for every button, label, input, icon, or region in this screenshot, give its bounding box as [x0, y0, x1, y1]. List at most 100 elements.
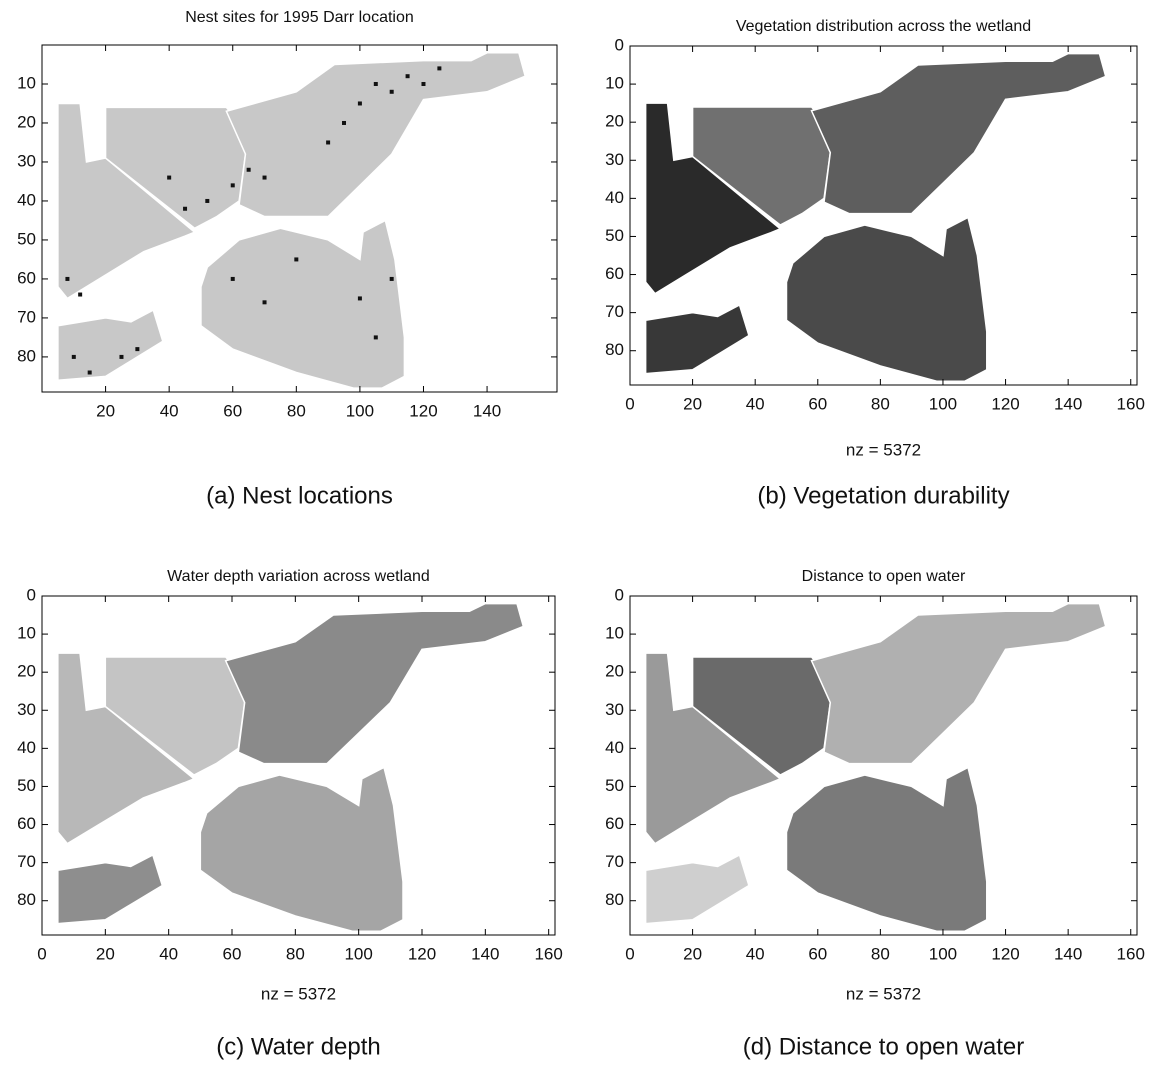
x-tick-label: 0 [625, 944, 634, 963]
y-tick-label: 30 [605, 150, 624, 169]
x-tick-label: 60 [808, 944, 827, 963]
y-tick-label: 10 [605, 624, 624, 643]
x-tick-label: 140 [1054, 394, 1082, 413]
x-tick-label: 20 [683, 944, 702, 963]
nest-site [263, 300, 267, 304]
chart-title: Distance to open water [802, 568, 966, 585]
y-tick-label: 30 [17, 700, 36, 719]
chart-title: Vegetation distribution across the wetla… [736, 18, 1031, 35]
y-tick-label: 50 [17, 229, 36, 248]
x-tick-label: 120 [991, 944, 1019, 963]
nest-site [72, 355, 76, 359]
y-tick-label: 20 [605, 662, 624, 681]
x-axis-label: nz = 5372 [846, 984, 921, 1003]
y-tick-label: 40 [17, 738, 36, 757]
y-tick-label: 0 [615, 585, 624, 604]
x-tick-label: 60 [808, 394, 827, 413]
y-tick-label: 30 [17, 151, 36, 170]
x-tick-label: 40 [746, 944, 765, 963]
chart-title: Water depth variation across wetland [167, 568, 430, 585]
x-tick-label: 0 [625, 394, 634, 413]
y-tick-label: 50 [605, 226, 624, 245]
x-tick-label: 40 [159, 944, 178, 963]
nest-site [205, 199, 209, 203]
nest-site [326, 140, 330, 144]
nest-site [231, 183, 235, 187]
nest-site [231, 277, 235, 281]
x-tick-label: 80 [287, 401, 306, 420]
y-tick-label: 0 [27, 585, 36, 604]
y-tick-label: 60 [605, 264, 624, 283]
nest-site [263, 176, 267, 180]
nest-site [135, 347, 139, 351]
chart-title: Nest sites for 1995 Darr location [185, 9, 414, 26]
y-tick-label: 80 [17, 346, 36, 365]
nest-site [390, 277, 394, 281]
nest-site [358, 296, 362, 300]
y-tick-label: 30 [605, 700, 624, 719]
x-tick-label: 100 [346, 401, 374, 420]
nest-site [406, 74, 410, 78]
caption: (a) Nest locations [206, 482, 393, 509]
x-tick-label: 160 [534, 944, 562, 963]
y-tick-label: 80 [17, 890, 36, 909]
x-tick-label: 80 [286, 944, 305, 963]
nest-site [88, 371, 92, 375]
y-tick-label: 40 [605, 738, 624, 757]
nest-site [78, 293, 82, 297]
nest-site [119, 355, 123, 359]
x-tick-label: 40 [160, 401, 179, 420]
y-tick-label: 70 [605, 302, 624, 321]
x-tick-label: 120 [991, 394, 1019, 413]
nest-site [65, 277, 69, 281]
x-axis-label: nz = 5372 [261, 984, 336, 1003]
y-tick-label: 0 [615, 35, 624, 54]
x-tick-label: 60 [223, 944, 242, 963]
y-tick-label: 20 [605, 112, 624, 131]
caption: (d) Distance to open water [743, 1033, 1024, 1060]
nest-site [374, 335, 378, 339]
nest-site [167, 176, 171, 180]
y-tick-label: 40 [605, 188, 624, 207]
nest-site [342, 121, 346, 125]
y-tick-label: 50 [605, 776, 624, 795]
y-tick-label: 80 [605, 890, 624, 909]
x-tick-label: 100 [344, 944, 372, 963]
x-tick-label: 80 [871, 944, 890, 963]
y-tick-label: 20 [17, 112, 36, 131]
y-tick-label: 10 [17, 73, 36, 92]
nest-site [374, 82, 378, 86]
x-tick-label: 20 [96, 944, 115, 963]
nest-site [247, 168, 251, 172]
x-tick-label: 100 [929, 394, 957, 413]
caption: (c) Water depth [216, 1033, 381, 1060]
x-tick-label: 40 [746, 394, 765, 413]
y-tick-label: 50 [17, 776, 36, 795]
nest-site [390, 90, 394, 94]
y-tick-label: 60 [17, 814, 36, 833]
x-tick-label: 60 [223, 401, 242, 420]
x-tick-label: 140 [473, 401, 501, 420]
caption: (b) Vegetation durability [757, 482, 1009, 509]
y-tick-label: 60 [605, 814, 624, 833]
y-tick-label: 40 [17, 190, 36, 209]
x-tick-label: 0 [37, 944, 46, 963]
y-tick-label: 10 [17, 624, 36, 643]
nest-site [421, 82, 425, 86]
y-tick-label: 60 [17, 268, 36, 287]
x-tick-label: 120 [409, 401, 437, 420]
x-axis-label: nz = 5372 [846, 440, 921, 459]
x-tick-label: 20 [683, 394, 702, 413]
x-tick-label: 80 [871, 394, 890, 413]
x-tick-label: 100 [929, 944, 957, 963]
nest-site [183, 207, 187, 211]
x-tick-label: 20 [96, 401, 115, 420]
x-tick-label: 160 [1117, 394, 1145, 413]
x-tick-label: 140 [1054, 944, 1082, 963]
y-tick-label: 80 [605, 340, 624, 359]
y-tick-label: 70 [17, 852, 36, 871]
